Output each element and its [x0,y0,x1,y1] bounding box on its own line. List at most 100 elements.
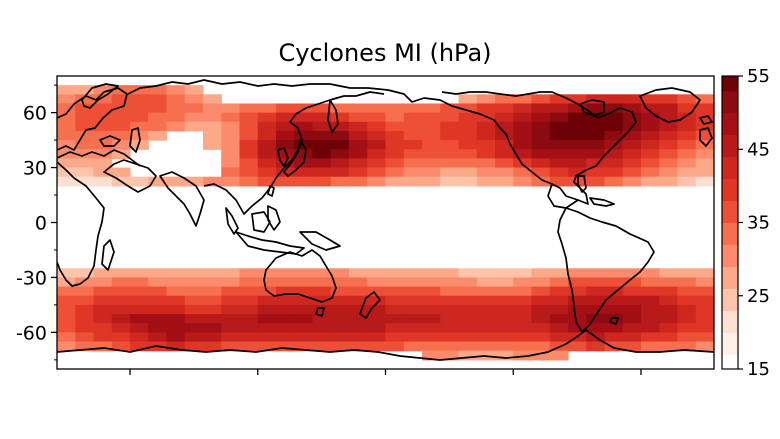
heatmap-cell [184,268,204,279]
heatmap-cell [495,121,514,132]
heatmap-cell [257,304,277,315]
heatmap-cell [568,277,587,288]
heatmap-cell [239,112,259,123]
heatmap-cell [221,323,241,333]
heatmap-cell [312,158,332,169]
heatmap-cell [257,268,277,279]
heatmap-cell [294,176,314,187]
heatmap-cell [57,94,76,105]
heatmap-cell [111,295,131,306]
heatmap-cell [221,304,241,315]
heatmap-cell [604,103,624,114]
heatmap-cell [111,277,131,288]
heatmap-cell [458,103,478,114]
heatmap-cell [659,277,679,288]
heatmap-cell [57,332,76,343]
heatmap-cell [604,304,624,315]
heatmap-cell [458,149,478,160]
heatmap-cell [349,158,368,169]
heatmap-cell [203,268,222,279]
heatmap-cell [148,295,168,306]
heatmap-cell [586,140,606,150]
heatmap-cell [312,103,332,114]
heatmap-cell [221,176,241,187]
heatmap-cell [586,286,606,297]
heatmap-cell [257,167,277,178]
heatmap-cell [622,158,642,169]
heatmap-cell [221,121,241,132]
heatmap-cell [604,277,624,288]
heatmap-cell [184,304,204,315]
heatmap-cell [239,130,259,141]
heatmap-cell [130,140,149,150]
heatmap-cell [148,332,168,343]
heatmap-cell [403,341,423,352]
heatmap-cell [586,323,606,333]
colorbar-tick-label: 15 [747,359,770,380]
heatmap-cell [239,286,259,297]
heatmap-cell [440,149,460,160]
heatmap-cell [312,140,332,150]
heatmap-cell [239,314,259,324]
heatmap-cell [568,295,587,306]
heatmap-cell [57,286,76,297]
heatmap-cell [203,121,222,132]
heatmap-cell [677,268,697,279]
heatmap-cell [276,304,295,315]
heatmap-cell [513,112,533,123]
heatmap-cell [549,94,569,105]
heatmap-cell [677,103,697,114]
heatmap-cell [604,314,624,324]
heatmap-cell [568,268,587,279]
heatmap-cell [622,268,642,279]
coastline-malaysia [225,207,239,235]
heatmap-cell [422,277,441,288]
heatmap-cell [549,295,569,306]
heatmap-cell [659,103,679,114]
heatmap-cell [221,268,241,279]
heatmap-cell [531,167,551,178]
heatmap-cell [513,341,533,352]
heatmap-cell [549,176,569,187]
heatmap-cell [367,112,387,123]
heatmap-cell [330,103,350,114]
heatmap-cell [367,140,387,150]
heatmap-cell [513,323,533,333]
heatmap-cell [458,341,478,352]
heatmap-cell [385,149,405,160]
heatmap-cell [349,167,368,178]
heatmap-cell [330,167,350,178]
heatmap-cell [641,286,660,297]
heatmap-cell [513,158,533,169]
heatmap-cell [476,304,496,315]
heatmap-cell [513,176,533,187]
heatmap-cell [476,103,496,114]
heatmap-cell [221,277,241,288]
heatmap-cell [549,314,569,324]
heatmap-cell [422,304,441,315]
heatmap-cell [221,286,241,297]
heatmap-cell [422,112,441,123]
heatmap-cell [166,103,186,114]
heatmap-cell [695,323,714,333]
heatmap-cell [385,167,405,178]
heatmap-cell [276,176,295,187]
heatmap-cell [695,158,714,169]
heatmap-cell [130,85,149,95]
heatmap-cell [349,277,368,288]
heatmap-cell [312,295,332,306]
heatmap-cell [513,121,533,132]
heatmap-cell [622,112,642,123]
heatmap-cell [531,176,551,187]
coastline-falklands [609,317,619,325]
colorbar-band [722,112,738,136]
heatmap-cell [458,314,478,324]
colorbar-band [722,156,738,180]
heatmap-cell [367,149,387,160]
heatmap-cell [257,295,277,306]
heatmap-cell [203,176,222,187]
heatmap-cell [622,286,642,297]
coastline-hudson-bay [579,99,605,117]
heatmap-cell [367,314,387,324]
heatmap-cell [513,314,533,324]
